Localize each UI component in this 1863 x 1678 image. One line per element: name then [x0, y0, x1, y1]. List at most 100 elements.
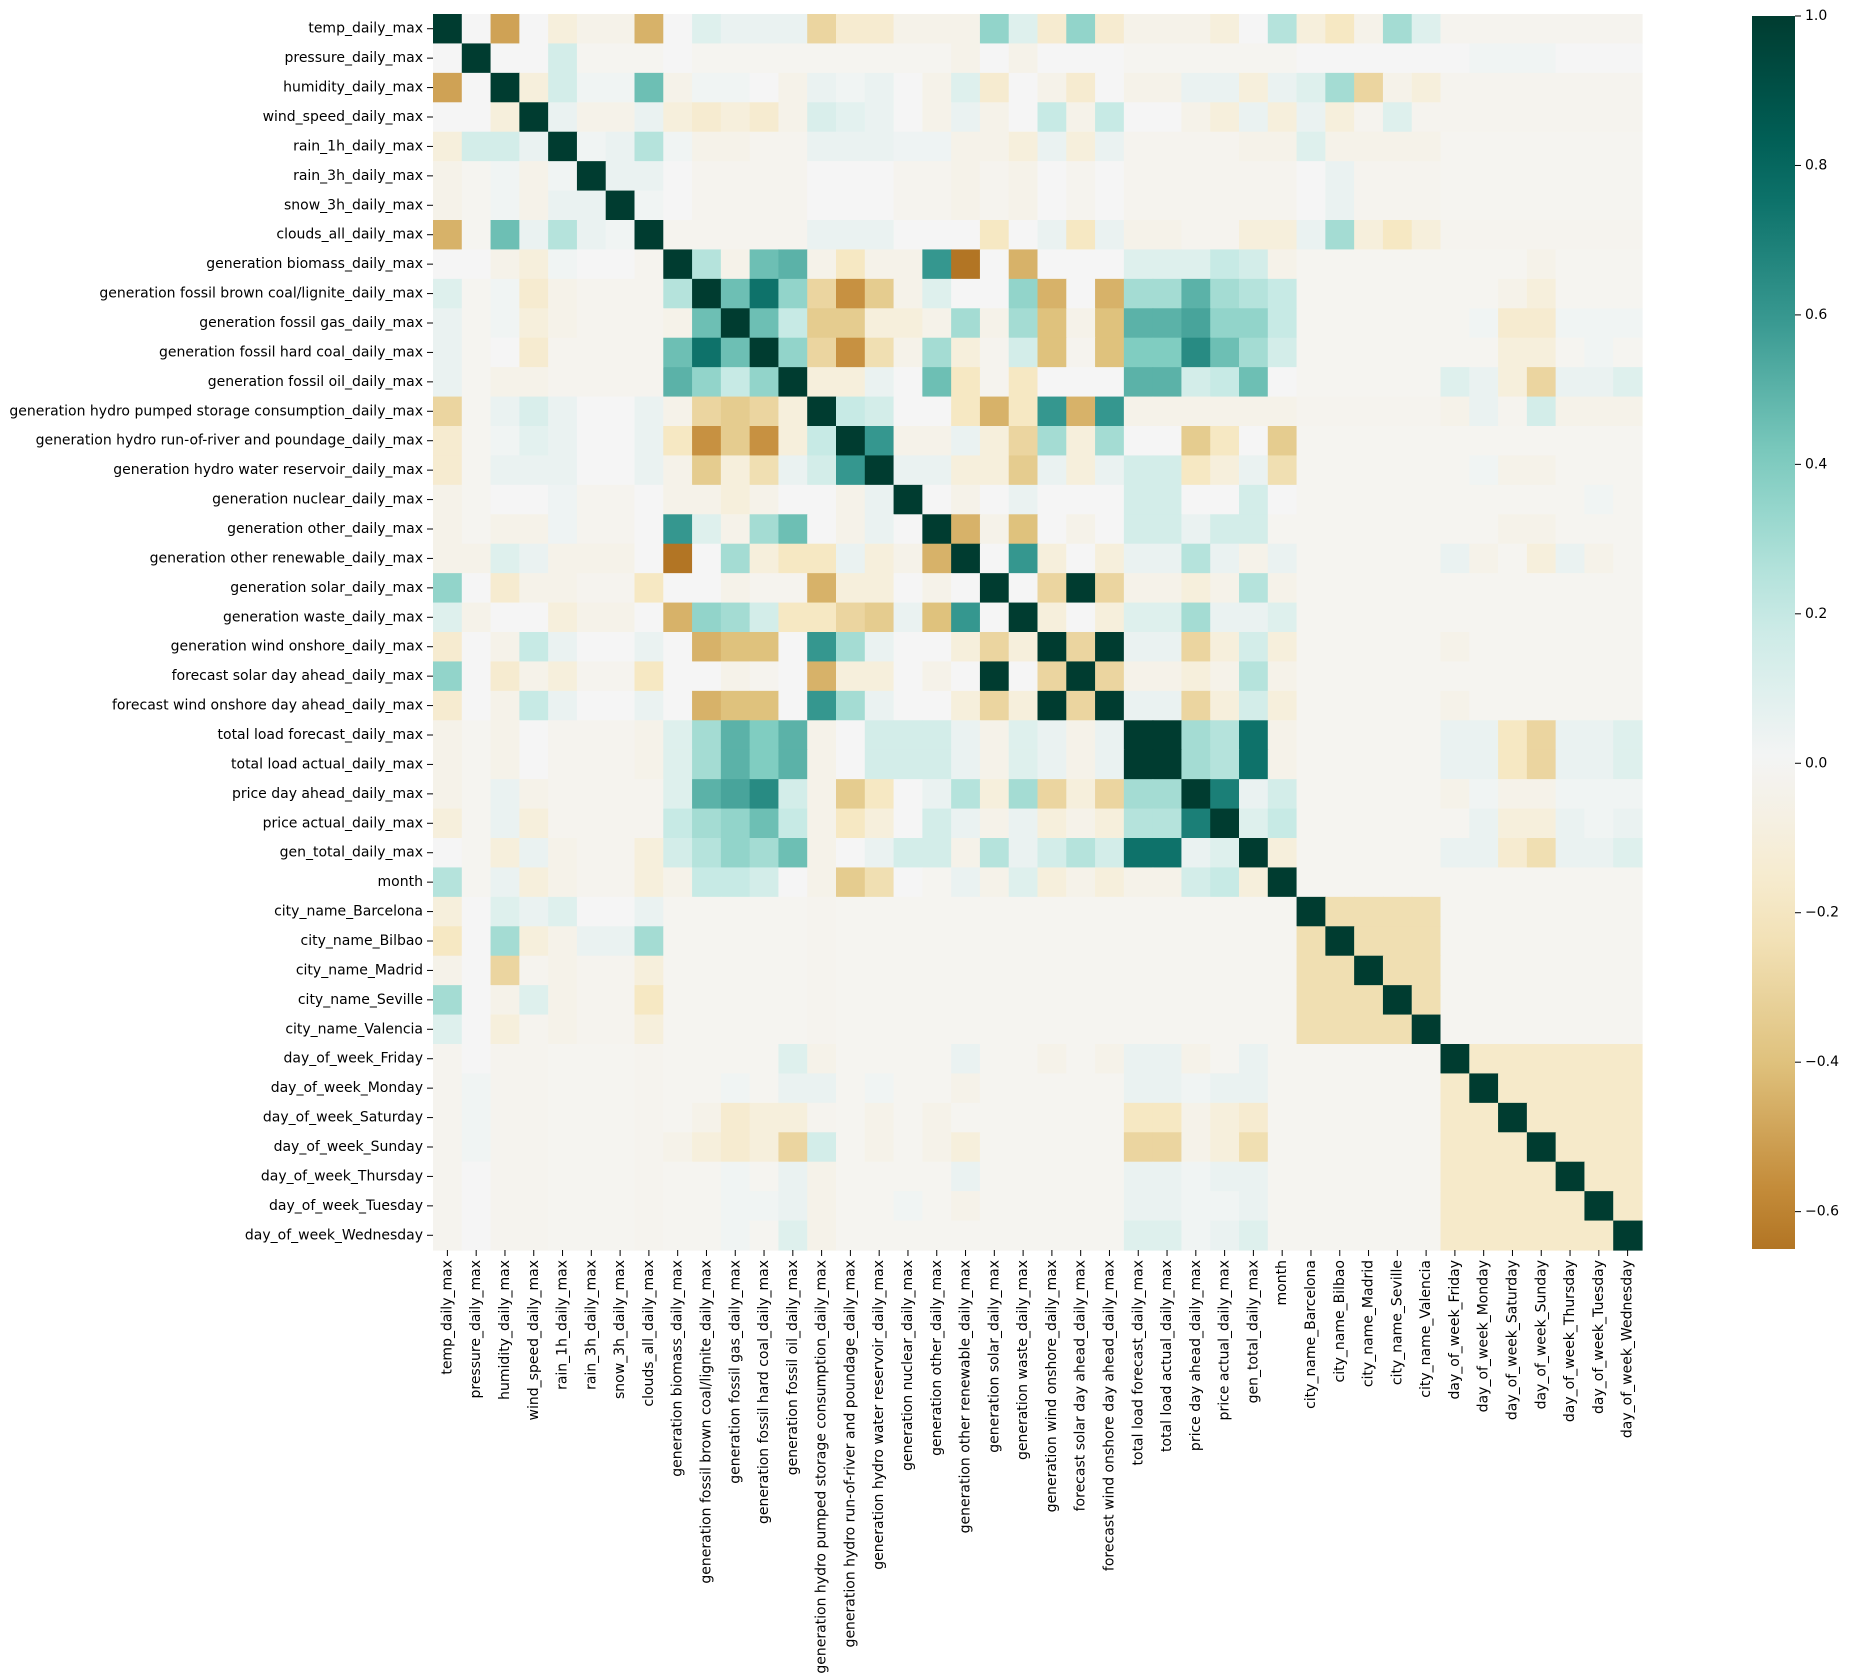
heatmap-cell	[1123, 455, 1154, 486]
heatmap-cell	[1066, 632, 1096, 663]
heatmap-cell	[749, 690, 780, 721]
y-tick-label: generation fossil oil_daily_max	[208, 374, 423, 390]
heatmap-cell	[692, 455, 722, 486]
heatmap-cell	[1066, 779, 1096, 810]
heatmap-cell	[836, 955, 866, 986]
heatmap-cell	[1095, 749, 1125, 780]
heatmap-cell	[1037, 1073, 1067, 1104]
heatmap-cell	[807, 190, 837, 221]
heatmap-cell	[1008, 190, 1039, 221]
heatmap-cell	[1382, 690, 1413, 721]
heatmap-cell	[1037, 1191, 1067, 1222]
heatmap-cell	[1037, 985, 1067, 1016]
heatmap-cell	[1411, 955, 1442, 986]
heatmap-cell	[720, 661, 751, 692]
heatmap-cell	[1037, 720, 1067, 751]
heatmap-cell	[778, 220, 808, 251]
heatmap-cell	[1066, 690, 1096, 721]
heatmap-cell	[720, 720, 751, 751]
heatmap-cell	[1066, 1132, 1096, 1163]
heatmap-cell	[1267, 1220, 1298, 1251]
heatmap-cell	[1354, 455, 1384, 486]
colorbar-tick-label: −0.2	[1805, 905, 1839, 921]
heatmap-cell	[1152, 955, 1183, 986]
heatmap-cell	[1354, 514, 1384, 545]
heatmap-cell	[864, 249, 895, 280]
heatmap-cell	[605, 190, 636, 221]
heatmap-cell	[1469, 985, 1499, 1016]
heatmap-cell	[1440, 985, 1470, 1016]
heatmap-cell	[634, 367, 664, 398]
heatmap-cell	[634, 1220, 664, 1251]
heatmap-cell	[1008, 43, 1039, 74]
heatmap-cell	[1152, 1132, 1183, 1163]
heatmap-cell	[864, 1161, 895, 1192]
heatmap-cell	[1469, 1044, 1499, 1075]
heatmap-cell	[692, 1102, 722, 1133]
heatmap-cell	[836, 278, 866, 309]
heatmap-cell	[1152, 72, 1183, 103]
heatmap-cell	[1152, 514, 1183, 545]
heatmap-cell	[979, 602, 1010, 633]
heatmap-cell	[692, 838, 722, 869]
heatmap-cell	[1584, 337, 1614, 368]
heatmap-cell	[1354, 161, 1384, 192]
heatmap-cell	[951, 808, 981, 839]
heatmap-cell	[1267, 396, 1298, 427]
heatmap-cell	[1008, 367, 1039, 398]
heatmap-cell	[1267, 749, 1298, 780]
heatmap-cell	[922, 1044, 952, 1075]
heatmap-cell	[433, 573, 463, 604]
heatmap-cell	[749, 43, 780, 74]
heatmap-cell	[605, 808, 636, 839]
heatmap-cell	[490, 838, 520, 869]
heatmap-cell	[634, 396, 664, 427]
heatmap-cell	[605, 308, 636, 339]
heatmap-cell	[1411, 1161, 1442, 1192]
y-tick-label: humidity_daily_max	[283, 80, 423, 96]
heatmap-cell	[1354, 72, 1384, 103]
heatmap-cell	[1498, 749, 1528, 780]
heatmap-cell	[1239, 308, 1269, 339]
heatmap-cell	[864, 1191, 895, 1222]
heatmap-cell	[778, 602, 808, 633]
heatmap-cell	[605, 661, 636, 692]
heatmap-cell	[1152, 1161, 1183, 1192]
heatmap-cell	[433, 1132, 463, 1163]
heatmap-cell	[519, 131, 549, 162]
heatmap-cell	[1037, 102, 1067, 133]
heatmap-cell	[1411, 543, 1442, 574]
heatmap-cell	[1613, 690, 1643, 721]
heatmap-cell	[1382, 1102, 1413, 1133]
heatmap-cell	[1613, 543, 1643, 574]
heatmap-cell	[951, 426, 981, 457]
heatmap-cell	[778, 690, 808, 721]
heatmap-cell	[1354, 955, 1384, 986]
heatmap-cell	[576, 779, 607, 810]
heatmap-cell	[1210, 896, 1240, 927]
heatmap-cell	[433, 690, 463, 721]
heatmap-cell	[1526, 1044, 1557, 1075]
colorbar-tick-label: 0.0	[1805, 755, 1827, 771]
heatmap-cell	[1095, 484, 1125, 515]
heatmap-cell	[1498, 484, 1528, 515]
heatmap-cell	[922, 161, 952, 192]
heatmap-cell	[1210, 426, 1240, 457]
heatmap-cell	[778, 308, 808, 339]
heatmap-cell	[663, 632, 693, 663]
y-tick-labels: temp_daily_maxpressure_daily_maxhumidity…	[9, 21, 433, 1243]
heatmap-cell	[979, 367, 1010, 398]
heatmap-cell	[1584, 308, 1614, 339]
heatmap-cell	[576, 14, 607, 45]
heatmap-cell	[836, 1044, 866, 1075]
heatmap-cell	[951, 43, 981, 74]
heatmap-cell	[1152, 926, 1183, 957]
heatmap-cell	[979, 102, 1010, 133]
heatmap-cell	[720, 808, 751, 839]
x-tick-label: generation other renewable_daily_max	[958, 1260, 974, 1533]
heatmap-cell	[692, 808, 722, 839]
heatmap-cell	[1382, 455, 1413, 486]
heatmap-cell	[1152, 720, 1183, 751]
heatmap-cell	[951, 220, 981, 251]
heatmap-cell	[1181, 161, 1211, 192]
